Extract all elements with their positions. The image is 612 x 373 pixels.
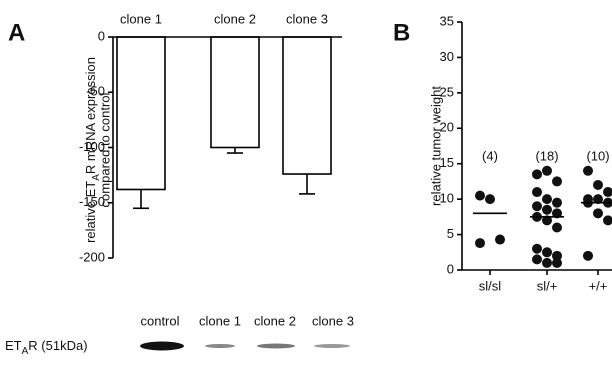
point: [532, 187, 542, 197]
x-tick-label: sl/sl: [479, 278, 502, 293]
category-label: clone 3: [286, 11, 328, 26]
lane-label: clone 2: [254, 313, 296, 328]
point: [552, 198, 562, 208]
y-tick-label: 0: [447, 261, 454, 276]
point: [603, 187, 612, 197]
point: [532, 254, 542, 264]
blot-label: ETAR (51kDa): [5, 338, 88, 356]
category-label: clone 2: [214, 11, 256, 26]
y-axis-label-part: relative ET: [83, 181, 98, 243]
panel-label: A: [8, 19, 25, 46]
point: [552, 176, 562, 186]
blot-bands: [140, 342, 350, 351]
point: [542, 194, 552, 204]
point: [475, 191, 485, 201]
point: [532, 201, 542, 211]
point: [542, 258, 552, 268]
point: [542, 247, 552, 257]
point: [603, 215, 612, 225]
category-label: clone 1: [120, 11, 162, 26]
band: [257, 344, 295, 349]
y-tick-label: 35: [440, 13, 454, 28]
band: [140, 342, 184, 351]
point: [532, 244, 542, 254]
point: [593, 180, 603, 190]
point: [583, 251, 593, 261]
blot-label-part: R (51kDa): [28, 338, 87, 353]
count-label: (4): [482, 148, 498, 163]
point: [552, 222, 562, 232]
y-tick-label: 30: [440, 49, 454, 64]
count-label: (18): [535, 148, 558, 163]
point: [542, 205, 552, 215]
lane-label: clone 1: [199, 313, 241, 328]
point: [532, 169, 542, 179]
point: [495, 235, 505, 245]
lane-label: clone 3: [312, 313, 354, 328]
panel-label: B: [393, 19, 410, 46]
band: [314, 344, 350, 348]
blot-label-part: ET: [5, 338, 22, 353]
point: [583, 166, 593, 176]
y-axis-label: compared to control: [97, 92, 112, 207]
x-tick-label: sl/+: [537, 278, 558, 293]
y-tick-label: 5: [447, 226, 454, 241]
point: [475, 238, 485, 248]
point: [485, 194, 495, 204]
y-tick-label: -200: [79, 249, 105, 264]
y-axis-label: relative tumor weight: [428, 86, 443, 206]
band: [205, 344, 235, 348]
count-label: (10): [586, 148, 609, 163]
bar: [117, 37, 165, 189]
point: [542, 166, 552, 176]
bar: [211, 37, 259, 148]
lane-label: control: [140, 313, 179, 328]
figure: A B ETAR (51kDa) control clone 1 clone 2 cl…: [0, 0, 612, 373]
y-tick-label: 0: [98, 28, 105, 43]
bar: [283, 37, 331, 174]
x-tick-label: +/+: [589, 278, 608, 293]
point: [593, 208, 603, 218]
point: [552, 258, 562, 268]
y-axis-label-part: R mRNA expression: [83, 57, 98, 174]
